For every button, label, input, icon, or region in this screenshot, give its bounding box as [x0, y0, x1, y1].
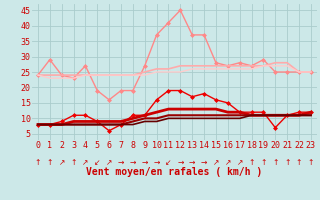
Text: ↗: ↗: [106, 158, 112, 167]
Text: ↑: ↑: [296, 158, 302, 167]
Text: →: →: [189, 158, 196, 167]
Text: ↑: ↑: [284, 158, 290, 167]
Text: →: →: [177, 158, 184, 167]
Text: ↑: ↑: [70, 158, 77, 167]
Text: ↗: ↗: [82, 158, 89, 167]
Text: ↑: ↑: [248, 158, 255, 167]
Text: ↗: ↗: [59, 158, 65, 167]
Text: ↑: ↑: [35, 158, 41, 167]
X-axis label: Vent moyen/en rafales ( km/h ): Vent moyen/en rafales ( km/h ): [86, 167, 262, 177]
Text: →: →: [153, 158, 160, 167]
Text: ↑: ↑: [272, 158, 278, 167]
Text: →: →: [130, 158, 136, 167]
Text: ↗: ↗: [236, 158, 243, 167]
Text: ↑: ↑: [260, 158, 267, 167]
Text: ↑: ↑: [308, 158, 314, 167]
Text: ↑: ↑: [47, 158, 53, 167]
Text: →: →: [201, 158, 207, 167]
Text: ↗: ↗: [213, 158, 219, 167]
Text: →: →: [141, 158, 148, 167]
Text: ↗: ↗: [225, 158, 231, 167]
Text: ↙: ↙: [165, 158, 172, 167]
Text: →: →: [118, 158, 124, 167]
Text: ↙: ↙: [94, 158, 100, 167]
